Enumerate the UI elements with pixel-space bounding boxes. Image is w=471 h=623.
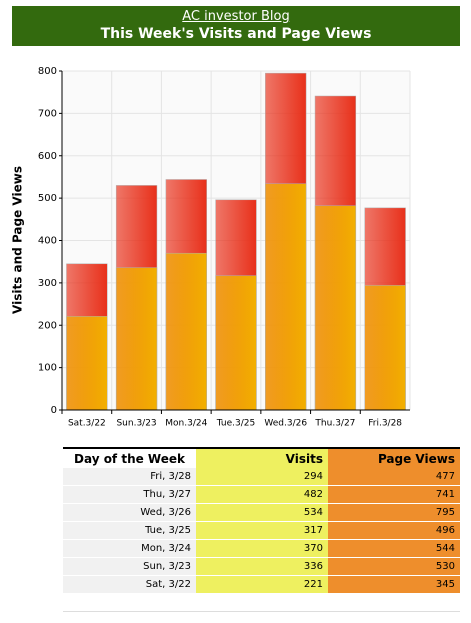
table-row: Wed, 3/26 534 795 (63, 503, 460, 522)
column-header: Page Views (328, 447, 460, 468)
page-title: This Week's Visits and Page Views (100, 26, 372, 42)
table-cell: 534 (196, 503, 328, 522)
y-tick-label: 0 (51, 405, 57, 416)
divider (63, 611, 460, 612)
table-cell: Fri, 3/28 (63, 468, 196, 486)
table-cell: Tue, 3/25 (63, 521, 196, 540)
y-tick-label: 300 (38, 278, 57, 289)
x-tick-label: Wed.3/26 (264, 419, 307, 429)
y-tick-label: 500 (38, 193, 57, 204)
table-row: Fri, 3/28 294 477 (63, 468, 460, 486)
table-cell: Sun, 3/23 (63, 557, 196, 576)
column-header: Visits (196, 447, 328, 468)
x-tick-label: Thu.3/27 (314, 419, 355, 429)
table-cell: 370 (196, 539, 328, 558)
bar (265, 183, 307, 411)
table-row: Sat, 3/22 221 345 (63, 575, 460, 594)
chart: Visits and Page Views 0 100 200 300 400 500 60… (11, 66, 411, 429)
y-tick-label: 200 (38, 320, 57, 331)
data-table: Day of the Week Visits Page Views Fri, 3/28… (63, 447, 460, 594)
bar (364, 285, 406, 411)
bar (215, 275, 257, 411)
table-cell: 477 (328, 468, 460, 486)
x-tick-label: Fri.3/28 (368, 419, 402, 429)
y-axis-label: Visits and Page Views (11, 166, 25, 314)
y-tick-label: 700 (38, 108, 57, 119)
table-cell: 317 (196, 521, 328, 540)
table-cell: 795 (328, 503, 460, 522)
table-cell: 294 (196, 468, 328, 486)
x-tick-label: Tue.3/25 (216, 419, 255, 429)
table-cell: Wed, 3/26 (63, 503, 196, 522)
column-header: Day of the Week (63, 447, 196, 468)
table-cell: 741 (328, 485, 460, 504)
table-cell: 336 (196, 557, 328, 576)
y-tick-label: 600 (38, 151, 57, 162)
table-row: Thu, 3/27 482 741 (63, 485, 460, 504)
table-cell: 496 (328, 521, 460, 540)
bar (115, 267, 158, 411)
x-tick-label: Sun.3/23 (116, 419, 156, 429)
x-tick-label: Sat.3/22 (68, 419, 106, 429)
header-row: Day of the Week Visits Page Views (63, 447, 460, 468)
table-row: Tue, 3/25 317 496 (63, 521, 460, 540)
table-cell: 530 (328, 557, 460, 576)
table-row: Mon, 3/24 370 544 (63, 539, 460, 558)
y-tick-label: 800 (38, 66, 57, 77)
table-cell: 482 (196, 485, 328, 504)
table-row: Sun, 3/23 336 530 (63, 557, 460, 576)
x-tick-label: Mon.3/24 (165, 419, 207, 429)
table-cell: Sat, 3/22 (63, 575, 196, 594)
bar (314, 205, 357, 411)
table-cell: 345 (328, 575, 460, 594)
table-cell: Thu, 3/27 (63, 485, 196, 504)
table-cell: 544 (328, 539, 460, 558)
bar (66, 316, 108, 411)
y-tick-label: 400 (38, 236, 57, 247)
y-tick-label: 100 (38, 363, 57, 374)
table-cell: Mon, 3/24 (63, 539, 196, 558)
bar (165, 252, 207, 411)
header: AC investor Blog This Week's Visits and … (12, 6, 460, 46)
blog-link[interactable]: AC investor Blog (182, 9, 290, 24)
table-cell: 221 (196, 575, 328, 594)
